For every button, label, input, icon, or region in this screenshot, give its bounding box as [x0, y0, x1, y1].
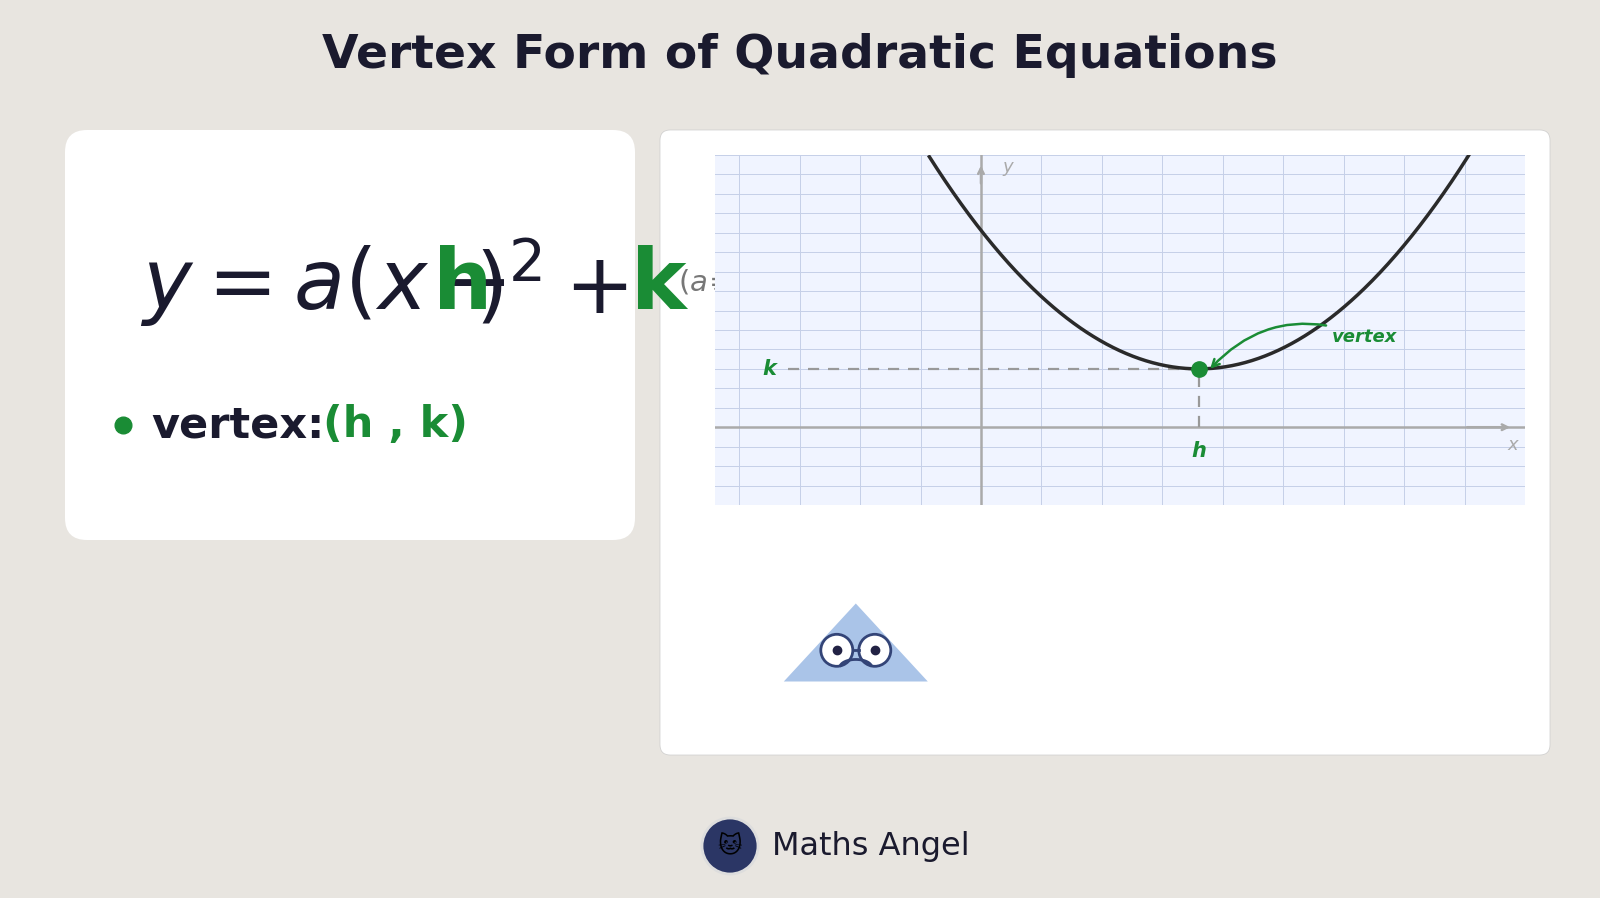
Text: h: h	[1190, 441, 1206, 461]
Text: Maths Angel: Maths Angel	[771, 831, 970, 861]
Text: x: x	[1507, 436, 1518, 453]
Text: $\mathbf{h}$: $\mathbf{h}$	[432, 245, 486, 326]
FancyBboxPatch shape	[661, 130, 1550, 755]
Text: (h , k): (h , k)	[323, 404, 467, 446]
Text: Vertex Form of Quadratic Equations: Vertex Form of Quadratic Equations	[322, 32, 1278, 77]
Text: $(a\!\neq\!0)$: $(a\!\neq\!0)$	[678, 268, 763, 296]
FancyBboxPatch shape	[66, 130, 635, 540]
Text: k: k	[763, 359, 776, 379]
Text: y: y	[1002, 158, 1013, 176]
Text: vertex: vertex	[1213, 323, 1397, 366]
Text: $y = a(x - $: $y = a(x - $	[141, 243, 506, 329]
Circle shape	[702, 818, 758, 874]
Text: 🐱: 🐱	[718, 834, 742, 858]
Polygon shape	[784, 603, 928, 682]
Text: $\mathbf{k}$: $\mathbf{k}$	[630, 245, 690, 326]
Circle shape	[859, 634, 891, 666]
Circle shape	[821, 634, 853, 666]
Text: vertex:: vertex:	[150, 404, 325, 446]
Text: $)^2 + $: $)^2 + $	[475, 241, 627, 330]
